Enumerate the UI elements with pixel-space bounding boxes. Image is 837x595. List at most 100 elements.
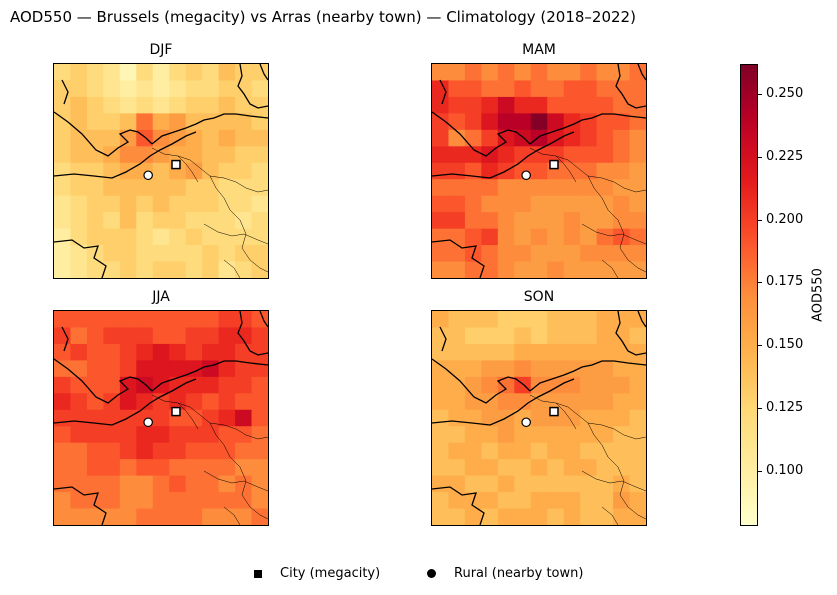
heatmap-cell	[202, 64, 220, 82]
heatmap-cell	[547, 311, 565, 329]
heatmap-cell	[464, 327, 482, 345]
heatmap-cell	[54, 228, 72, 246]
heatmap-cell	[251, 80, 268, 98]
heatmap-cell	[103, 228, 121, 246]
heatmap-cell	[596, 376, 614, 394]
heatmap-cell	[596, 245, 614, 263]
heatmap-cell	[86, 96, 104, 114]
heatmap-cell	[152, 162, 170, 180]
heatmap-cell	[152, 64, 170, 82]
heatmap-cell	[629, 343, 646, 361]
heatmap-cell	[152, 442, 170, 460]
heatmap-cell	[54, 360, 72, 378]
heatmap-cell	[119, 426, 137, 444]
country-border	[177, 402, 199, 430]
heatmap-cell	[514, 113, 532, 131]
heatmap-cell	[432, 393, 450, 411]
heatmap-cell	[563, 245, 581, 263]
heatmap-cell	[86, 80, 104, 98]
heatmap-cell	[251, 492, 268, 510]
heatmap-cell	[103, 261, 121, 278]
heatmap-cell	[580, 80, 598, 98]
heatmap-cell	[251, 261, 268, 278]
heatmap-cell	[136, 327, 154, 345]
heatmap-cell	[218, 228, 236, 246]
heatmap-cell	[119, 508, 137, 525]
heatmap-cell	[54, 327, 72, 345]
heatmap-cell	[103, 113, 121, 131]
heatmap-cell	[185, 492, 203, 510]
heatmap-cell	[629, 393, 646, 411]
heatmap-cell	[136, 228, 154, 246]
heatmap-cell	[119, 360, 137, 378]
heatmap-cell	[119, 179, 137, 197]
heatmap-cell	[54, 426, 72, 444]
heatmap-cell	[54, 113, 72, 131]
coastline	[54, 358, 153, 404]
heatmap-cell	[235, 212, 253, 230]
heatmap-cell	[432, 228, 450, 246]
heatmap-cell	[464, 360, 482, 378]
heatmap-cell	[596, 261, 614, 278]
legend-label-city: City (megacity)	[280, 566, 381, 581]
heatmap-cell	[497, 96, 515, 114]
heatmap-cell	[530, 212, 548, 230]
heatmap-cell	[152, 113, 170, 131]
heatmap-cell	[514, 442, 532, 460]
heatmap-cell	[235, 195, 253, 213]
heatmap-cell	[448, 311, 466, 329]
heatmap-cell	[185, 162, 203, 180]
heatmap-cell	[448, 442, 466, 460]
heatmap-cell	[169, 212, 187, 230]
heatmap-cell	[464, 80, 482, 98]
heatmap-cell	[464, 179, 482, 197]
rural-marker	[521, 417, 531, 428]
country-border	[581, 470, 646, 492]
heatmap-cell	[185, 343, 203, 361]
heatmap-cell	[432, 113, 450, 131]
heatmap-cell	[235, 113, 253, 131]
heatmap-cell	[580, 409, 598, 427]
heatmap-cell	[497, 64, 515, 82]
heatmap-cell	[613, 80, 631, 98]
colorbar-ticks: 0.100 0.125 0.150 0.175 0.200 0.225 0.250	[758, 64, 818, 526]
heatmap-cell	[481, 475, 499, 493]
heatmap-cell	[547, 146, 565, 164]
heatmap-cell	[54, 376, 72, 394]
heatmap-cell	[202, 508, 220, 525]
heatmap-cell	[251, 146, 268, 164]
heatmap-cell	[54, 343, 72, 361]
heatmap-cell	[580, 64, 598, 82]
heatmap-cell	[136, 442, 154, 460]
heatmap-cell	[613, 409, 631, 427]
heatmap-cell	[448, 508, 466, 525]
heatmap-cell	[547, 393, 565, 411]
heatmap-cell	[514, 96, 532, 114]
heatmap-cell	[497, 245, 515, 263]
heatmap-cell	[530, 96, 548, 114]
heatmap-cell	[103, 146, 121, 164]
heatmap-cell	[448, 327, 466, 345]
heatmap-cell	[70, 80, 88, 98]
colorbar-tick-mark	[758, 156, 762, 158]
coastline	[61, 326, 69, 352]
heatmap-cell	[481, 80, 499, 98]
heatmap-cell	[202, 146, 220, 164]
heatmap-cell	[152, 212, 170, 230]
heatmap-cell	[547, 195, 565, 213]
heatmap-cell	[235, 360, 253, 378]
heatmap-cell	[185, 508, 203, 525]
heatmap-cell	[86, 393, 104, 411]
heatmap-cell	[185, 311, 203, 329]
heatmap-cell	[580, 475, 598, 493]
heatmap-cell	[86, 426, 104, 444]
heatmap-cell	[613, 129, 631, 147]
heatmap-cell	[547, 492, 565, 510]
heatmap-cell	[613, 327, 631, 345]
rural-marker	[143, 417, 153, 428]
heatmap-cell	[497, 376, 515, 394]
legend-item-city: City (megacity)	[254, 566, 380, 581]
heatmap-cell	[235, 64, 253, 82]
heatmap-cell	[202, 459, 220, 477]
heatmap-cell	[70, 129, 88, 147]
